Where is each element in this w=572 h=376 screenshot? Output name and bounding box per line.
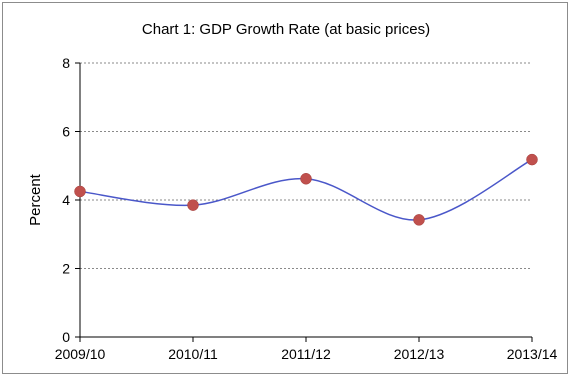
x-tick-label: 2011/12 [281, 346, 331, 362]
y-tick-label: 4 [62, 192, 70, 208]
x-tick-label: 2010/11 [168, 346, 218, 362]
y-tick-label: 6 [62, 124, 70, 140]
gridlines [80, 62, 532, 269]
series-line-group [79, 158, 533, 221]
axes [75, 62, 533, 342]
y-tick-label: 8 [62, 55, 70, 71]
y-axis-label: Percent [27, 173, 44, 226]
chart-title: Chart 1: GDP Growth Rate (at basic price… [141, 21, 431, 38]
data-point-marker [74, 185, 86, 198]
x-tick-label: 2009/10 [55, 346, 106, 362]
chart-frame: Chart 1: GDP Growth Rate (at basic price… [2, 2, 568, 374]
y-tick-label: 2 [62, 261, 70, 277]
series-markers [74, 153, 538, 226]
x-tick-label: 2012/13 [394, 346, 445, 362]
data-point-marker [187, 199, 199, 211]
data-point-marker [300, 173, 312, 185]
tick-labels: 0 2 4 6 8 2009/10 2010/11 2011/12 2012/13 2013/14 [55, 55, 558, 362]
data-point-marker [413, 214, 425, 226]
x-tick-label: 2013/14 [507, 346, 558, 362]
y-tick-label: 0 [62, 329, 70, 345]
data-point-marker [526, 153, 538, 166]
series-line [79, 158, 533, 221]
